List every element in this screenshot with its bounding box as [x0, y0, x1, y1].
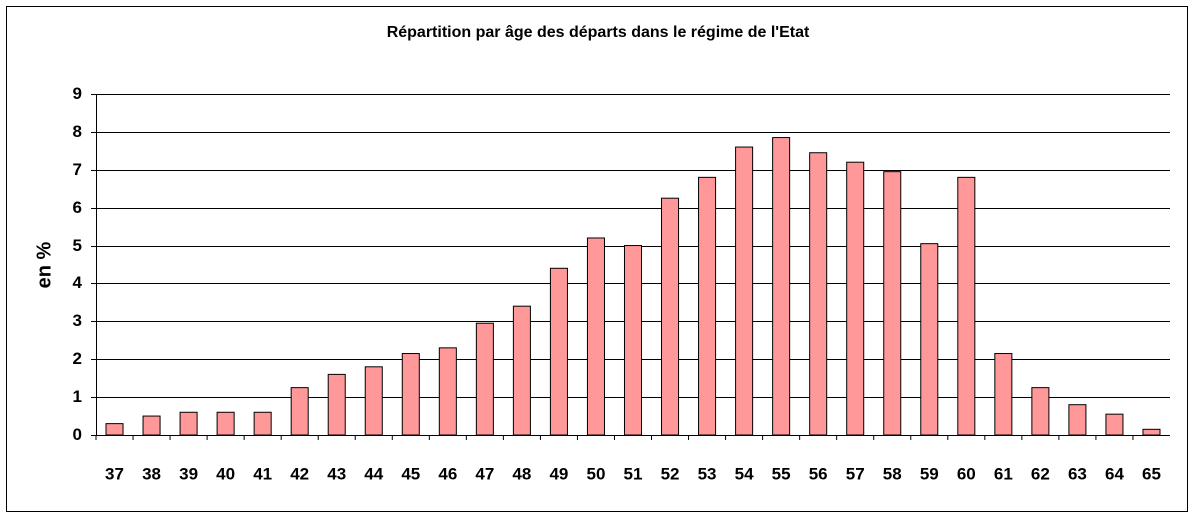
bar: [327, 373, 346, 436]
bar: [920, 243, 939, 436]
bar: [994, 353, 1013, 436]
x-tick-label: 48: [512, 464, 531, 483]
bar: [105, 423, 124, 436]
x-tick-label: 65: [1142, 464, 1161, 483]
bar: [772, 137, 791, 436]
y-tick-label: 2: [73, 349, 82, 368]
bar: [401, 353, 420, 436]
x-tick-label: 38: [142, 464, 161, 483]
x-tick-label: 63: [1068, 464, 1087, 483]
x-tick-label: 55: [772, 464, 791, 483]
bar: [142, 415, 161, 436]
x-tick-label: 43: [327, 464, 346, 483]
bar: [1031, 387, 1050, 436]
x-tick-label: 56: [809, 464, 828, 483]
bar: [586, 237, 605, 436]
bar: [179, 411, 198, 436]
x-tick-label: 64: [1105, 464, 1124, 483]
bar: [438, 347, 457, 436]
x-tick-label: 42: [290, 464, 309, 483]
x-tick-label: 47: [475, 464, 494, 483]
x-tick-label: 50: [587, 464, 606, 483]
y-tick-label: 9: [73, 84, 82, 103]
y-tick-label: 6: [73, 198, 82, 217]
bar: [661, 197, 680, 436]
y-tick-label: 5: [73, 236, 82, 255]
bar: [549, 267, 568, 436]
x-tick-label: 39: [179, 464, 198, 483]
x-tick-label: 54: [735, 464, 754, 483]
bar: [512, 305, 531, 436]
bar: [957, 176, 976, 436]
bar: [1142, 428, 1161, 436]
y-axis-label: en %: [33, 241, 55, 288]
x-tick-label: 44: [364, 464, 383, 483]
x-tick-label: 40: [216, 464, 235, 483]
x-tick-label: 60: [957, 464, 976, 483]
chart-title: Répartition par âge des départs dans le …: [387, 24, 810, 41]
bar: [809, 152, 828, 436]
bar: [216, 411, 235, 436]
x-tick-label: 46: [438, 464, 457, 483]
y-tick-label: 3: [73, 311, 82, 330]
x-tick-label: 58: [883, 464, 902, 483]
x-tick-label: 61: [994, 464, 1013, 483]
x-tick-label: 49: [549, 464, 568, 483]
y-tick-label: 1: [73, 387, 82, 406]
bar: [290, 387, 309, 436]
x-tick-label: 41: [253, 464, 272, 483]
bar: [253, 411, 272, 436]
bar: [475, 322, 494, 436]
y-tick-label: 0: [73, 425, 82, 444]
bar: [1105, 413, 1124, 436]
x-tick-label: 45: [401, 464, 420, 483]
bar: [846, 161, 865, 436]
y-tick-label: 4: [73, 273, 83, 292]
bar: [364, 366, 383, 436]
bar: [735, 146, 754, 436]
x-tick-label: 37: [105, 464, 124, 483]
x-tick-label: 57: [846, 464, 865, 483]
x-tick-label: 59: [920, 464, 939, 483]
x-tick-label: 52: [661, 464, 680, 483]
y-tick-label: 8: [73, 122, 82, 141]
bar: [1068, 404, 1087, 436]
x-tick-label: 53: [698, 464, 717, 483]
bar: [883, 171, 902, 436]
bar: [698, 176, 717, 436]
bar: [623, 245, 643, 436]
y-tick-label: 7: [73, 160, 82, 179]
x-tick-label: 51: [624, 464, 643, 483]
x-tick-label: 62: [1031, 464, 1050, 483]
